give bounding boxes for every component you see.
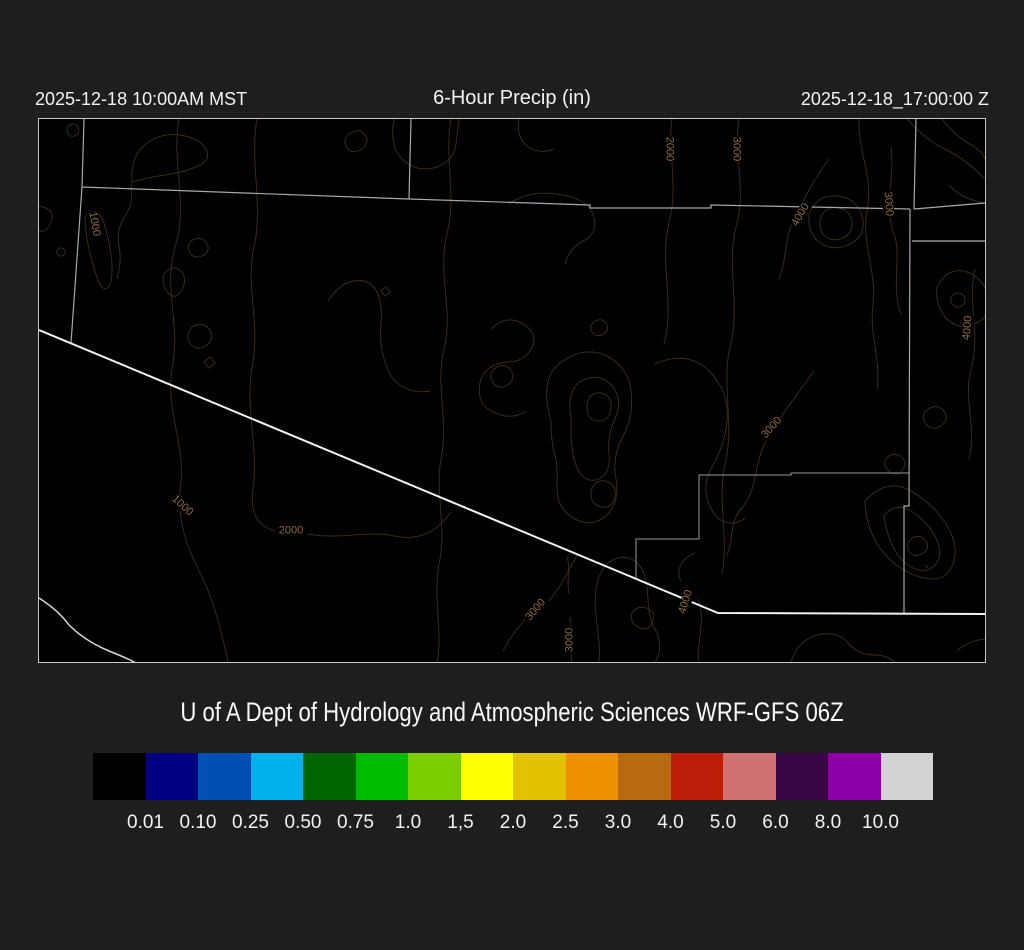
colorbar-tick-label: 4.0 xyxy=(657,812,684,833)
colorbar-tick-label: 8.0 xyxy=(814,812,842,833)
colorbar-segment xyxy=(723,753,776,800)
precip-colorbar xyxy=(93,753,933,800)
valid-time-utc: 2025-12-18_17:00:00 Z xyxy=(800,89,989,109)
plot-title: 6-Hour Precip (in) xyxy=(433,87,591,109)
credit-line: U of A Dept of Hydrology and Atmospheric… xyxy=(180,697,844,727)
colorbar-segment xyxy=(408,753,461,800)
contour-elevation-label: 3000 xyxy=(881,190,896,218)
colorbar-tick-label: 1,5 xyxy=(447,812,474,833)
colorbar-segment xyxy=(513,753,566,800)
colorbar-tick-label: 0.25 xyxy=(232,812,269,833)
colorbar-segment xyxy=(775,753,828,800)
county-boundary xyxy=(635,472,909,579)
colorbar-tick-label: 10.0 xyxy=(862,812,899,833)
colorbar-segment xyxy=(303,753,356,800)
colorbar-tick-label: 3.0 xyxy=(604,812,632,833)
colorbar-tick-label: 0.10 xyxy=(179,812,217,833)
valid-time-local: 2025-12-18 10:00AM MST xyxy=(35,89,248,109)
state-boundaries xyxy=(70,119,985,613)
colorbar-segment xyxy=(93,753,146,800)
colorbar-segment xyxy=(670,753,723,800)
contour-elevation-label: 2000 xyxy=(663,135,676,163)
colorbar-segment xyxy=(355,753,408,800)
colorbar-tick-label: 1.0 xyxy=(394,812,422,833)
colorbar-segment xyxy=(250,753,303,800)
colorbar-tick-label: 2.5 xyxy=(552,812,579,833)
precip-map-panel: 1000 2000 3000 4000 3000 4000 3000 1000 2000 3000… xyxy=(38,118,986,663)
colorbar-tick-labels: 0.01 0.10 0.25 0.50 0.75 1.0 1,5 2.0 2.5 3.0 4.0 5.… xyxy=(93,812,933,838)
colorbar-tick-label: 0.01 xyxy=(127,812,164,833)
colorbar-tick-label: 5.0 xyxy=(709,812,737,833)
contour-elevation-label: 2000 xyxy=(277,524,305,537)
contour-elevation-label: 3000 xyxy=(563,626,576,654)
colorbar-tick-label: 2.0 xyxy=(499,812,527,833)
colorbar-segment xyxy=(198,753,251,800)
colorbar-segment xyxy=(145,753,198,800)
contour-elevation-label: 4000 xyxy=(960,314,975,342)
mexico-border xyxy=(39,329,985,662)
colorbar-segment xyxy=(565,753,618,800)
colorbar-segment xyxy=(828,753,881,800)
terrain-contours xyxy=(39,119,985,662)
contour-elevation-label: 3000 xyxy=(730,135,743,163)
colorbar-tick-label: 0.50 xyxy=(284,812,322,833)
colorbar-segment xyxy=(880,753,933,800)
map-graphic xyxy=(39,119,985,662)
colorbar-tick-label: 6.0 xyxy=(762,812,789,833)
colorbar-segment xyxy=(460,753,513,800)
colorbar-segment xyxy=(618,753,671,800)
colorbar-tick-label: 0.75 xyxy=(337,812,374,833)
